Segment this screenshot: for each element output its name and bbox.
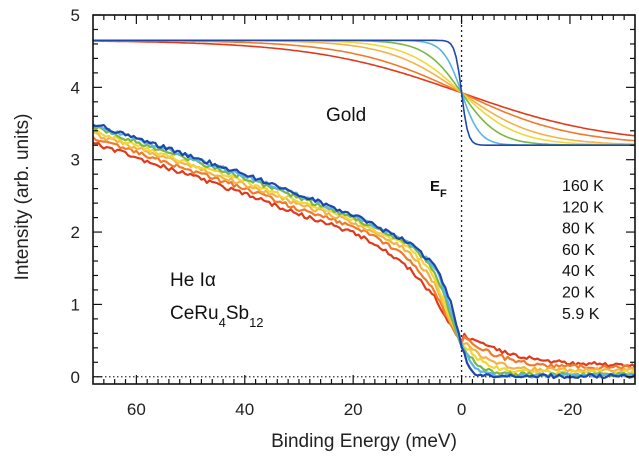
temperature-legend: 160 K 120 K 80 K 60 K 40 K 20 K 5.9 K (562, 178, 604, 323)
compound-prefix: CeRu (170, 303, 219, 324)
x-axis-title: Binding Energy (meV) (271, 431, 457, 452)
y-tick-label: 1 (71, 295, 80, 314)
legend-item: 160 K (562, 178, 604, 195)
series-layer (92, 39, 636, 380)
legend-item: 60 K (562, 242, 595, 259)
legend-item: 20 K (562, 285, 595, 302)
fermi-level-label: EF (430, 178, 447, 200)
ce-spectrum-160-K (92, 141, 636, 368)
legend-item: 40 K (562, 263, 595, 280)
gold-curve-5-9-K (93, 39, 635, 146)
legend-item: 80 K (562, 221, 595, 238)
fermi-label-subscript: F (440, 188, 447, 200)
x-tick-label: 0 (457, 400, 466, 419)
ce-spectrum-120-K (92, 136, 636, 371)
y-tick-label: 0 (71, 368, 80, 387)
compound-subscript-2: 12 (249, 315, 263, 330)
ce-spectrum-5-9-K (92, 123, 636, 380)
gold-curve-160-K (93, 40, 636, 137)
fermi-label-main: E (430, 178, 440, 195)
legend-item: 120 K (562, 199, 604, 216)
source-annotation: He Iα (170, 270, 216, 291)
legend-item: 5.9 K (562, 306, 600, 323)
y-tick-label: 2 (71, 223, 80, 242)
compound-annotation: CeRu4Sb12 (170, 303, 264, 330)
compound-subscript-1: 4 (219, 315, 226, 330)
x-tick-label: -20 (558, 400, 583, 419)
y-tick-label: 5 (71, 6, 80, 25)
baseline-layer (93, 15, 635, 384)
y-tick-label: 4 (71, 78, 80, 97)
compound-middle: Sb (226, 303, 249, 324)
y-tick-label: 3 (71, 151, 80, 170)
x-tick-label: 40 (235, 400, 254, 419)
y-axis-title: Intensity (arb. units) (12, 114, 33, 281)
gold-annotation: Gold (326, 105, 366, 126)
x-tick-label: 60 (127, 400, 146, 419)
x-tick-label: 20 (344, 400, 363, 419)
